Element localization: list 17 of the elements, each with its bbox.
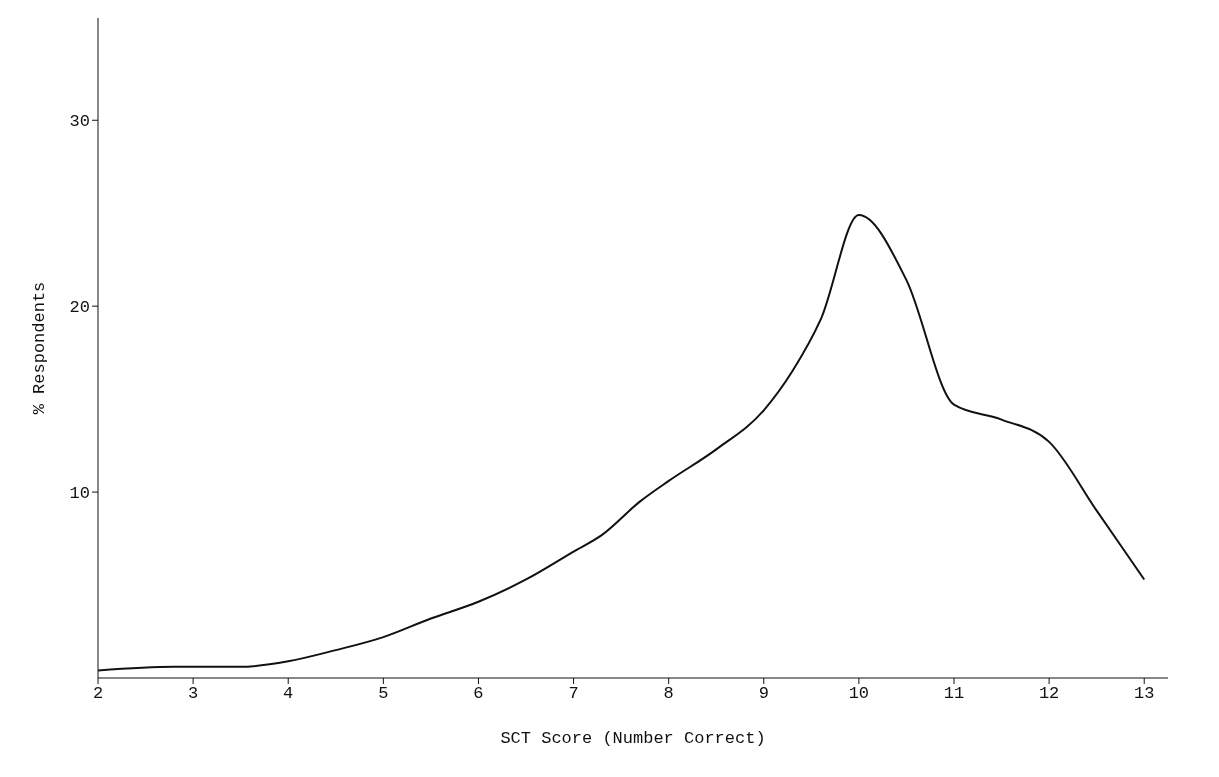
x-tick-label: 6 — [473, 684, 484, 704]
x-tick-label: 4 — [283, 684, 294, 704]
x-axis-title: SCT Score (Number Correct) — [500, 729, 766, 748]
x-tick-label: 12 — [1038, 684, 1060, 704]
x-tick-label: 9 — [758, 684, 769, 704]
x-tick-label: 5 — [378, 684, 389, 704]
x-tick-label: 3 — [188, 684, 199, 704]
y-tick-label: 20 — [69, 298, 90, 318]
x-tick-label: 8 — [663, 684, 674, 704]
x-tick-label: 13 — [1134, 684, 1155, 704]
y-axis-title: % Respondents — [30, 281, 50, 415]
x-tick-label: 10 — [848, 684, 870, 704]
y-tick-label: 30 — [69, 112, 90, 132]
x-tick-label: 11 — [943, 684, 965, 704]
x-tick-label: 7 — [568, 684, 579, 704]
x-tick-label: 2 — [92, 684, 104, 704]
y-tick-label: 10 — [69, 484, 90, 504]
